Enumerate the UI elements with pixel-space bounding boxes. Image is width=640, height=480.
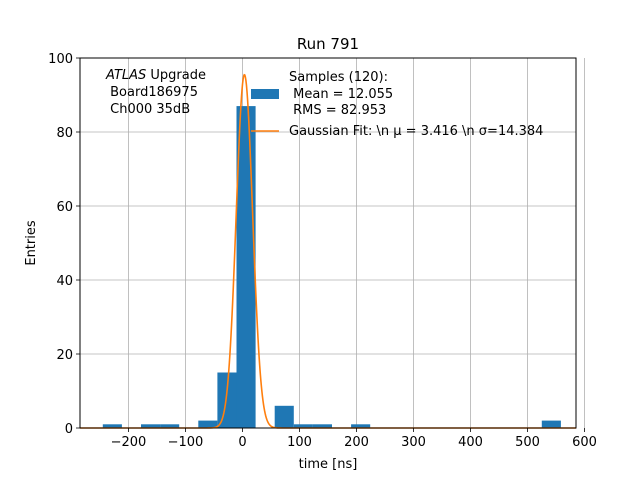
chart-title: Run 791 xyxy=(297,35,359,53)
x-tick-label: −200 xyxy=(111,435,147,450)
x-tick-label: −100 xyxy=(168,435,204,450)
histogram-bar xyxy=(312,424,332,428)
histogram-bar xyxy=(102,424,122,428)
x-axis-label: time [ns] xyxy=(299,457,358,472)
legend: Samples (120): Mean = 12.055 RMS = 82.95… xyxy=(251,70,543,139)
atlas-annotation-board: Board186975 xyxy=(106,85,198,100)
x-tick-label: 500 xyxy=(515,435,540,450)
y-tick-label: 60 xyxy=(56,200,73,215)
histogram-bar xyxy=(293,424,313,428)
y-tick-label: 80 xyxy=(56,126,73,141)
x-tick-label: 400 xyxy=(458,435,483,450)
x-tick-label: 100 xyxy=(287,435,312,450)
x-tick-label: 200 xyxy=(344,435,369,450)
atlas-annotation-line-1: ATLAS Upgrade xyxy=(105,68,206,83)
legend-fit-label: Gaussian Fit: \n μ = 3.416 \n σ=14.384 xyxy=(289,124,543,139)
y-axis-label: Entries xyxy=(24,220,39,266)
plot-frame xyxy=(79,57,577,429)
legend-samples-line-1: Samples (120): xyxy=(289,70,388,85)
atlas-label: ATLAS xyxy=(105,68,146,83)
y-tick-label: 100 xyxy=(48,52,73,67)
y-axis-ticks: 0 20 40 60 80 100 xyxy=(48,52,80,437)
y-tick-label: 0 xyxy=(65,422,73,437)
histogram-bar xyxy=(198,420,218,428)
y-tick-label: 20 xyxy=(56,348,73,363)
y-tick-label: 40 xyxy=(56,274,73,289)
histogram-bar xyxy=(541,420,561,428)
legend-samples-line-3: RMS = 82.953 xyxy=(289,103,386,118)
x-tick-label: 600 xyxy=(572,435,597,450)
legend-samples-line-2: Mean = 12.055 xyxy=(289,87,393,102)
histogram-bar xyxy=(141,424,161,428)
histogram-bar xyxy=(274,405,294,428)
histogram-bar xyxy=(217,372,237,428)
histogram-bar xyxy=(351,424,371,428)
x-tick-label: 300 xyxy=(401,435,426,450)
histogram-bar xyxy=(160,424,180,428)
legend-samples-swatch xyxy=(251,89,279,99)
x-tick-label: 0 xyxy=(238,435,246,450)
x-axis-ticks: −200 −100 0 100 200 300 400 500 600 xyxy=(111,428,597,450)
atlas-upgrade-label: Upgrade xyxy=(146,68,206,83)
atlas-annotation-channel: Ch000 35dB xyxy=(106,102,190,117)
